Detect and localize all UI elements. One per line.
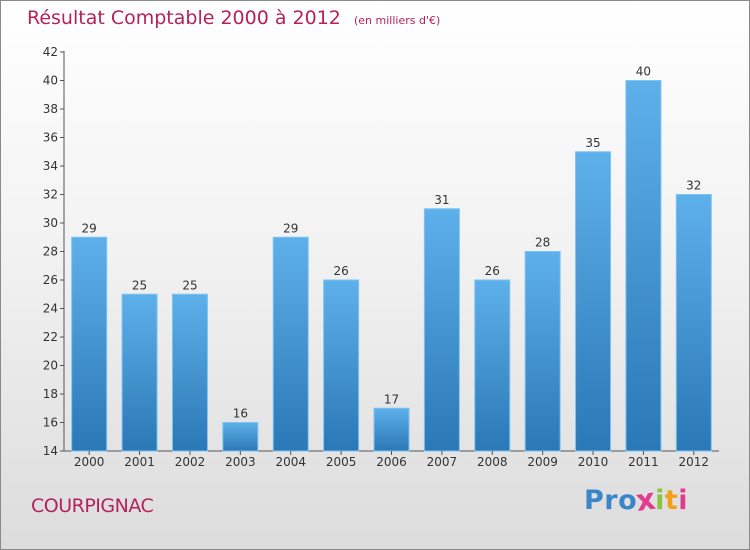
bar-value-label: 31 <box>434 193 449 207</box>
chart-unit: (en milliers d'€) <box>353 14 441 27</box>
x-tick-label: 2007 <box>427 455 458 469</box>
bar-value-label: 26 <box>333 264 348 278</box>
x-tick-label: 2009 <box>527 455 558 469</box>
x-tick-label: 2005 <box>326 455 357 469</box>
bar-2008 <box>474 279 511 452</box>
y-tick-label: 34 <box>43 159 58 173</box>
bar-2002 <box>171 293 208 452</box>
y-tick-label: 30 <box>43 216 58 230</box>
chart-header: Résultat Comptable 2000 à 2012 (en milli… <box>27 7 440 29</box>
x-tick-label: 2010 <box>578 455 609 469</box>
bar-2004 <box>272 236 309 452</box>
y-tick-label: 40 <box>43 74 58 88</box>
x-tick-label: 2003 <box>225 455 256 469</box>
bar-value-label: 40 <box>636 65 651 79</box>
logo-letter: i <box>678 485 689 516</box>
logo-letter: r <box>604 485 619 516</box>
x-tick-label: 2011 <box>628 455 659 469</box>
y-tick-label: 18 <box>43 387 58 401</box>
y-tick-label: 42 <box>43 45 58 59</box>
y-tick-label: 36 <box>43 131 58 145</box>
bar-2012 <box>675 194 712 452</box>
y-tick-label: 38 <box>43 102 58 116</box>
y-tick-label: 20 <box>43 359 58 373</box>
bar-value-label: 25 <box>182 278 197 292</box>
bar-2006 <box>373 407 410 452</box>
bar-value-label: 17 <box>384 392 399 406</box>
bar-2001 <box>121 293 158 452</box>
x-tick-label: 2001 <box>124 455 155 469</box>
logo-letter: t <box>664 485 679 516</box>
y-tick-label: 26 <box>43 273 58 287</box>
bar-value-label: 32 <box>686 179 701 193</box>
x-tick-label: 2006 <box>376 455 407 469</box>
x-tick-label: 2000 <box>74 455 105 469</box>
x-tick-label: 2002 <box>175 455 206 469</box>
y-tick-label: 32 <box>43 188 58 202</box>
bar-2007 <box>423 208 460 452</box>
commune-name: COURPIGNAC <box>31 495 154 517</box>
bar-value-label: 29 <box>283 221 298 235</box>
bar-2011 <box>625 80 662 452</box>
bar-value-label: 28 <box>535 236 550 250</box>
logo-letter: i <box>655 485 665 516</box>
logo-letter: P <box>584 485 605 516</box>
x-tick-label: 2008 <box>477 455 508 469</box>
x-tick-label: 2004 <box>275 455 306 469</box>
x-tick-label: 2012 <box>679 455 710 469</box>
chart-title: Résultat Comptable 2000 à 2012 <box>27 7 341 29</box>
bar-value-label: 29 <box>82 221 97 235</box>
logo-letter: o <box>618 485 638 516</box>
y-tick-label: 22 <box>43 330 58 344</box>
y-tick-label: 14 <box>43 444 58 458</box>
bar-2010 <box>575 151 612 452</box>
y-tick-label: 16 <box>43 416 58 430</box>
bar-value-label: 26 <box>485 264 500 278</box>
bar-value-label: 35 <box>585 136 600 150</box>
bar-value-label: 25 <box>132 278 147 292</box>
bar-2000 <box>71 236 108 452</box>
bar-2009 <box>524 251 561 452</box>
y-tick-label: 28 <box>43 245 58 259</box>
proxiti-logo[interactable]: Proxiti <box>584 482 689 519</box>
bar-2003 <box>222 422 259 452</box>
y-tick-label: 24 <box>43 302 58 316</box>
bar-value-label: 16 <box>233 407 248 421</box>
bar-2005 <box>323 279 360 452</box>
